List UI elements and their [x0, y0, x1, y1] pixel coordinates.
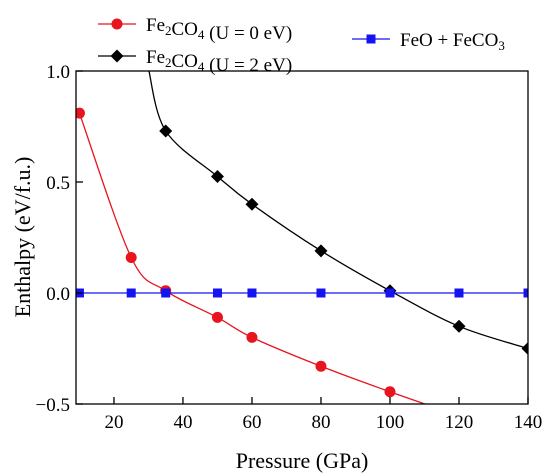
legend-text-part: (U = 2 eV) — [204, 55, 292, 76]
data-point — [125, 251, 137, 263]
data-point — [454, 288, 464, 298]
legend-text-part: CO — [172, 51, 198, 72]
legend-text-part: CO — [172, 19, 198, 40]
legend-label: FeO + FeCO3 — [400, 30, 505, 53]
series-line — [78, 112, 427, 404]
legend-marker — [110, 49, 124, 63]
x-axis-title: Pressure (GPa) — [236, 448, 369, 473]
x-tick-label: 40 — [173, 412, 192, 433]
data-point — [452, 319, 466, 333]
data-point — [316, 288, 326, 298]
legend-marker — [366, 34, 376, 44]
x-tick-label: 100 — [376, 412, 405, 433]
legend-text-part: Fe — [146, 47, 165, 68]
x-tick-label: 120 — [445, 412, 474, 433]
legend-text-part: (U = 0 eV) — [204, 23, 292, 44]
data-point — [76, 107, 85, 119]
data-point — [247, 288, 257, 298]
data-point — [314, 244, 328, 258]
series-0 — [76, 107, 427, 404]
series-2 — [76, 288, 528, 298]
x-axis: 20 40 60 80 100 120 140 — [104, 397, 542, 433]
y-axis-title: Enthalpy (eV/f.u.) — [10, 157, 35, 318]
x-tick-label: 60 — [242, 412, 261, 433]
y-axis: −0.5 0.0 0.5 1.0 — [36, 62, 83, 416]
plot-frame — [75, 70, 529, 405]
legend-text-part: FeO + FeCO — [400, 30, 498, 51]
data-point — [126, 288, 136, 298]
data-point — [210, 169, 224, 183]
data-point — [246, 331, 258, 343]
legend-subscript: 4 — [198, 27, 205, 42]
legend: Fe2CO4 (U = 0 eV)Fe2CO4 (U = 2 eV)FeO + … — [98, 15, 505, 76]
data-point — [521, 342, 528, 355]
x-tick-label: 140 — [514, 412, 543, 433]
legend-subscript: 3 — [498, 38, 505, 53]
data-point — [212, 288, 222, 298]
legend-item: FeO + FeCO3 — [352, 30, 505, 53]
legend-item: Fe2CO4 (U = 2 eV) — [98, 47, 292, 76]
legend-item: Fe2CO4 (U = 0 eV) — [98, 15, 292, 44]
y-tick-label: −0.5 — [36, 395, 70, 416]
legend-text-part: Fe — [146, 15, 165, 36]
data-point — [523, 288, 528, 298]
legend-subscript: 2 — [165, 55, 172, 70]
data-point — [245, 197, 259, 211]
legend-subscript: 2 — [165, 23, 172, 38]
data-point — [159, 124, 173, 138]
data-point — [161, 288, 171, 298]
y-tick-label: 1.0 — [46, 62, 70, 83]
series-line — [148, 71, 528, 350]
x-tick-label: 20 — [104, 412, 123, 433]
legend-label: Fe2CO4 (U = 0 eV) — [146, 15, 292, 44]
legend-marker — [111, 18, 123, 30]
legend-subscript: 4 — [198, 59, 205, 74]
data-point — [384, 386, 396, 398]
data-point — [385, 288, 395, 298]
y-tick-label: 0.5 — [46, 173, 70, 194]
legend-label: Fe2CO4 (U = 2 eV) — [146, 47, 292, 76]
y-tick-label: 0.0 — [46, 284, 70, 305]
data-point — [315, 360, 327, 372]
x-tick-label: 80 — [311, 412, 330, 433]
plot-area — [76, 71, 528, 404]
data-point — [211, 311, 223, 323]
